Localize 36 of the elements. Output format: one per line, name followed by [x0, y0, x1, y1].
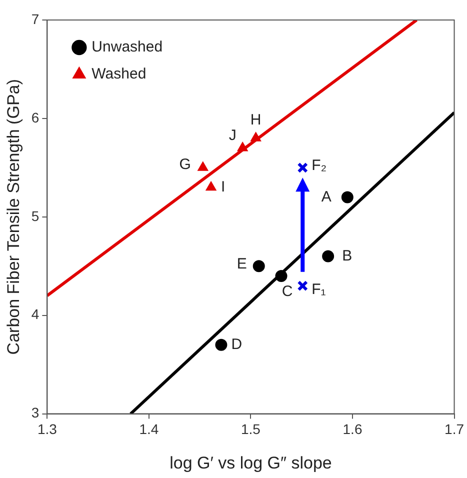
annotation: F₂: [312, 156, 327, 174]
annotation: G: [179, 156, 191, 173]
point: [198, 162, 208, 171]
x-axis-title: log G′ vs log G″ slope: [170, 453, 332, 472]
point: [275, 270, 288, 282]
annotation: A: [321, 188, 332, 206]
annotation: I: [221, 178, 226, 196]
point: [322, 250, 334, 262]
x-tick-label: 1.6: [342, 421, 362, 438]
annotation: B: [342, 247, 352, 264]
annotation: F₁: [312, 280, 326, 298]
y-tick-label: 4: [31, 306, 40, 322]
legend-label: Unwashed: [92, 38, 163, 56]
point: [252, 260, 265, 272]
point: [250, 132, 262, 142]
x-tick-label: 1.3: [37, 421, 58, 438]
x-tick-label: 1.7: [444, 421, 464, 438]
x-tick-label: 1.5: [240, 421, 261, 438]
point: [215, 338, 228, 351]
legend-label: Washed: [92, 66, 146, 83]
point: [206, 181, 216, 191]
y-axis-title: Carbon Fiber Tensile Strength (GPa): [4, 79, 23, 355]
annotation: H: [250, 111, 262, 128]
y-tick-label: 3: [31, 404, 40, 421]
y-tick-label: 7: [31, 10, 40, 27]
annotation: C: [282, 283, 293, 300]
point: [297, 280, 308, 292]
point: [237, 142, 248, 152]
y-tick-label: 6: [31, 109, 40, 126]
annotation: D: [231, 336, 242, 354]
point: [341, 191, 354, 204]
annotation: E: [236, 255, 247, 272]
point: [297, 162, 308, 174]
x-tick-label: 1.4: [139, 421, 159, 438]
y-tick-label: 5: [31, 208, 40, 224]
annotation: J: [228, 127, 236, 144]
